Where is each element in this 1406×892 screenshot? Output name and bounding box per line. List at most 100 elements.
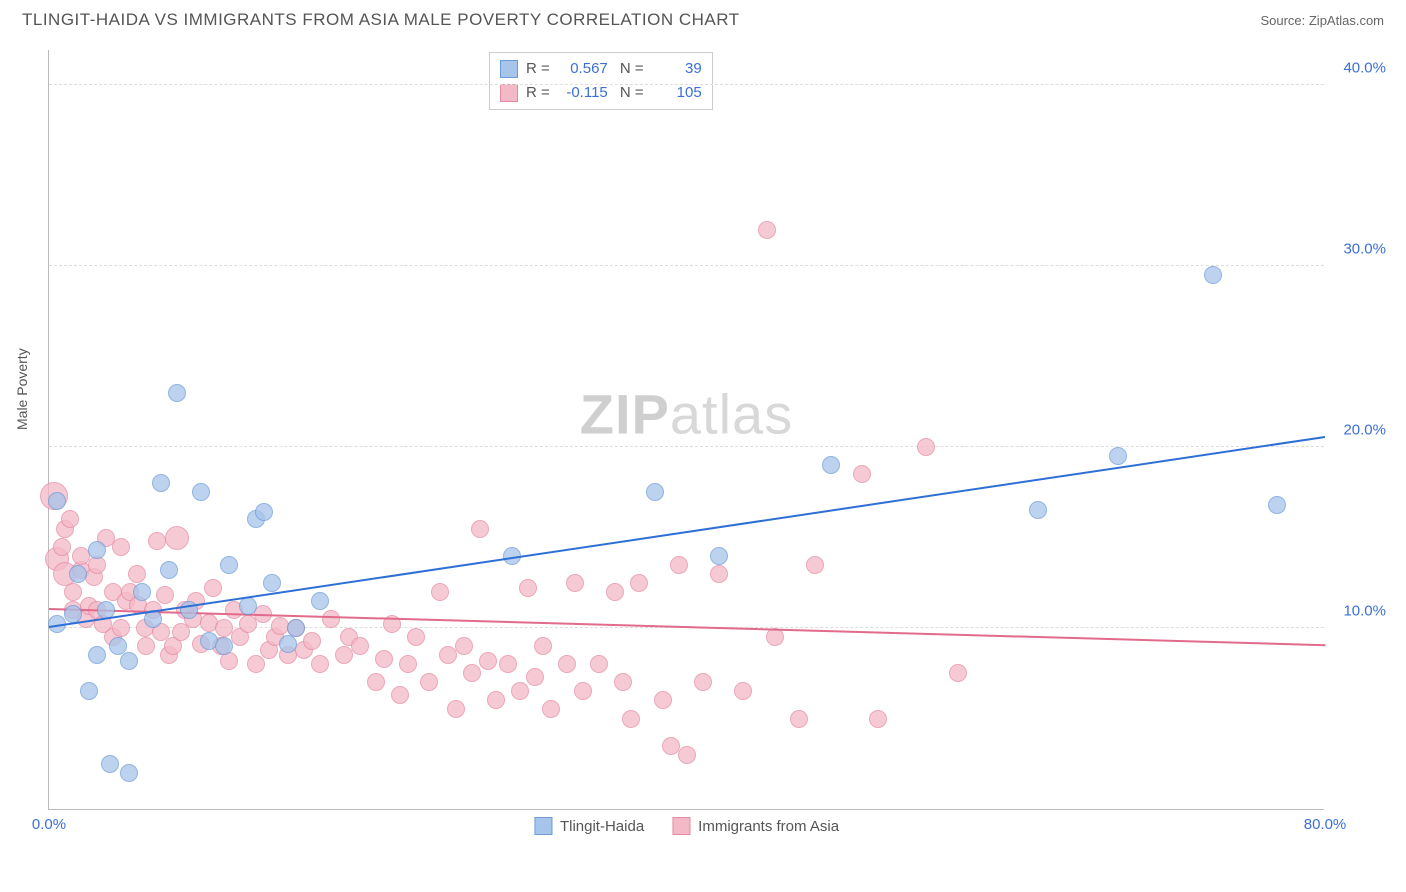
data-point	[439, 646, 457, 664]
data-point	[1204, 266, 1222, 284]
data-point	[806, 556, 824, 574]
data-point	[120, 652, 138, 670]
data-point	[1268, 496, 1286, 514]
swatch-icon	[500, 84, 518, 102]
data-point	[112, 619, 130, 637]
data-point	[399, 655, 417, 673]
legend-item: Immigrants from Asia	[672, 817, 839, 835]
data-point	[670, 556, 688, 574]
data-point	[80, 682, 98, 700]
data-point	[566, 574, 584, 592]
data-point	[239, 597, 257, 615]
data-point	[678, 746, 696, 764]
data-point	[1109, 447, 1127, 465]
data-point	[152, 474, 170, 492]
stat-n-label: N =	[616, 57, 644, 81]
y-tick-label: 40.0%	[1343, 60, 1386, 77]
swatch-icon	[534, 817, 552, 835]
data-point	[160, 561, 178, 579]
stats-row-0: R = 0.567 N = 39	[500, 57, 702, 81]
legend: Tlingit-Haida Immigrants from Asia	[534, 817, 839, 835]
header: TLINGIT-HAIDA VS IMMIGRANTS FROM ASIA MA…	[0, 0, 1406, 36]
chart-title: TLINGIT-HAIDA VS IMMIGRANTS FROM ASIA MA…	[22, 10, 740, 30]
data-point	[710, 547, 728, 565]
data-point	[263, 574, 281, 592]
data-point	[112, 538, 130, 556]
data-point	[311, 655, 329, 673]
data-point	[455, 637, 473, 655]
data-point	[101, 755, 119, 773]
source-attribution: Source: ZipAtlas.com	[1260, 13, 1384, 28]
legend-item: Tlingit-Haida	[534, 817, 644, 835]
data-point	[351, 637, 369, 655]
x-tick-label: 0.0%	[32, 816, 66, 833]
data-point	[487, 691, 505, 709]
data-point	[574, 682, 592, 700]
gridline	[49, 265, 1324, 266]
data-point	[622, 710, 640, 728]
data-point	[287, 619, 305, 637]
data-point	[64, 583, 82, 601]
stat-r-label: R =	[526, 57, 550, 81]
stats-box: R = 0.567 N = 39 R = -0.115 N = 105	[489, 52, 713, 110]
stat-n-value: 39	[652, 57, 702, 81]
data-point	[710, 565, 728, 583]
data-point	[479, 652, 497, 670]
swatch-icon	[500, 60, 518, 78]
data-point	[322, 610, 340, 628]
data-point	[279, 635, 297, 653]
data-point	[822, 456, 840, 474]
legend-label: Tlingit-Haida	[560, 818, 644, 835]
data-point	[391, 686, 409, 704]
data-point	[69, 565, 87, 583]
data-point	[48, 492, 66, 510]
data-point	[646, 483, 664, 501]
data-point	[614, 673, 632, 691]
data-point	[128, 565, 146, 583]
data-point	[734, 682, 752, 700]
data-point	[654, 691, 672, 709]
data-point	[511, 682, 529, 700]
data-point	[526, 668, 544, 686]
data-point	[88, 646, 106, 664]
data-point	[53, 538, 71, 556]
chart-container: TLINGIT-HAIDA VS IMMIGRANTS FROM ASIA MA…	[0, 0, 1406, 892]
y-tick-label: 10.0%	[1343, 603, 1386, 620]
data-point	[367, 673, 385, 691]
stat-r-value: 0.567	[558, 57, 608, 81]
data-point	[519, 579, 537, 597]
data-point	[949, 664, 967, 682]
data-point	[758, 221, 776, 239]
data-point	[120, 764, 138, 782]
data-point	[247, 655, 265, 673]
y-tick-label: 30.0%	[1343, 241, 1386, 258]
data-point	[303, 632, 321, 650]
data-point	[630, 574, 648, 592]
y-tick-label: 20.0%	[1343, 422, 1386, 439]
data-point	[204, 579, 222, 597]
data-point	[499, 655, 517, 673]
data-point	[534, 637, 552, 655]
data-point	[1029, 501, 1047, 519]
data-point	[431, 583, 449, 601]
data-point	[420, 673, 438, 691]
data-point	[192, 483, 210, 501]
data-point	[790, 710, 808, 728]
gridline	[49, 446, 1324, 447]
data-point	[463, 664, 481, 682]
data-point	[471, 520, 489, 538]
data-point	[917, 438, 935, 456]
data-point	[558, 655, 576, 673]
data-point	[375, 650, 393, 668]
gridline	[49, 84, 1324, 85]
data-point	[64, 605, 82, 623]
trend-line	[49, 436, 1325, 628]
data-point	[447, 700, 465, 718]
x-tick-label: 80.0%	[1304, 816, 1347, 833]
swatch-icon	[672, 817, 690, 835]
data-point	[853, 465, 871, 483]
data-point	[255, 503, 273, 521]
watermark-bold: ZIP	[580, 383, 670, 446]
plot-area: ZIPatlas R = 0.567 N = 39 R = -0.115 N =…	[48, 50, 1324, 810]
data-point	[133, 583, 151, 601]
